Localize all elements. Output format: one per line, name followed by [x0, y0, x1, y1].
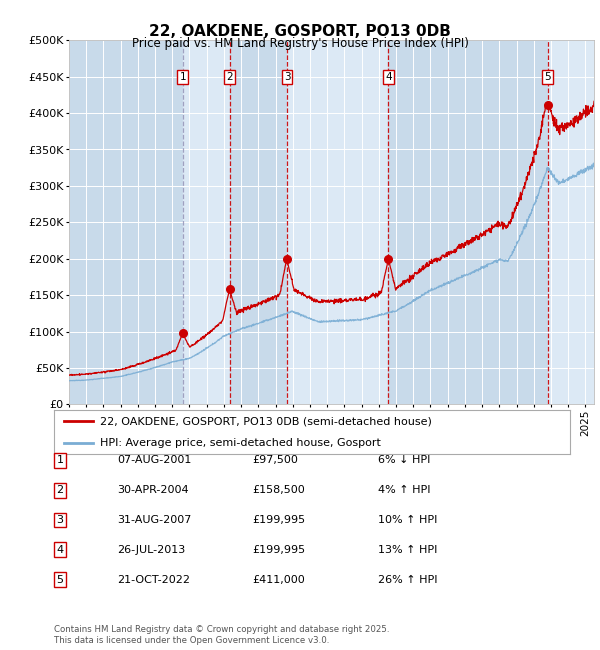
Text: HPI: Average price, semi-detached house, Gosport: HPI: Average price, semi-detached house,…: [100, 437, 382, 448]
Bar: [548, 40, 594, 404]
Text: £97,500: £97,500: [252, 455, 298, 465]
Text: 30-APR-2004: 30-APR-2004: [117, 485, 188, 495]
Text: 26-JUL-2013: 26-JUL-2013: [117, 545, 185, 555]
Text: 1: 1: [56, 455, 64, 465]
Text: 22, OAKDENE, GOSPORT, PO13 0DB (semi-detached house): 22, OAKDENE, GOSPORT, PO13 0DB (semi-det…: [100, 417, 433, 426]
Text: 07-AUG-2001: 07-AUG-2001: [117, 455, 191, 465]
Text: 3: 3: [284, 72, 290, 82]
Bar: [182, 40, 230, 404]
Bar: [69, 40, 182, 404]
Text: 5: 5: [544, 72, 551, 82]
Text: Price paid vs. HM Land Registry's House Price Index (HPI): Price paid vs. HM Land Registry's House …: [131, 37, 469, 50]
Text: 22, OAKDENE, GOSPORT, PO13 0DB: 22, OAKDENE, GOSPORT, PO13 0DB: [149, 24, 451, 39]
Text: £411,000: £411,000: [252, 575, 305, 585]
Text: 13% ↑ HPI: 13% ↑ HPI: [378, 545, 437, 555]
Text: 4: 4: [56, 545, 64, 555]
Text: £158,500: £158,500: [252, 485, 305, 495]
Text: 2: 2: [226, 72, 233, 82]
Text: 2: 2: [56, 485, 64, 495]
Text: 4% ↑ HPI: 4% ↑ HPI: [378, 485, 431, 495]
Bar: [388, 40, 548, 404]
Text: 5: 5: [56, 575, 64, 585]
Text: Contains HM Land Registry data © Crown copyright and database right 2025.
This d: Contains HM Land Registry data © Crown c…: [54, 625, 389, 645]
Text: 4: 4: [385, 72, 392, 82]
Bar: [230, 40, 287, 404]
Text: £199,995: £199,995: [252, 545, 305, 555]
Text: 31-AUG-2007: 31-AUG-2007: [117, 515, 191, 525]
Text: 6% ↓ HPI: 6% ↓ HPI: [378, 455, 430, 465]
Text: 21-OCT-2022: 21-OCT-2022: [117, 575, 190, 585]
Text: 10% ↑ HPI: 10% ↑ HPI: [378, 515, 437, 525]
Text: 1: 1: [179, 72, 186, 82]
Text: £199,995: £199,995: [252, 515, 305, 525]
Text: 3: 3: [56, 515, 64, 525]
Text: 26% ↑ HPI: 26% ↑ HPI: [378, 575, 437, 585]
Bar: [287, 40, 388, 404]
